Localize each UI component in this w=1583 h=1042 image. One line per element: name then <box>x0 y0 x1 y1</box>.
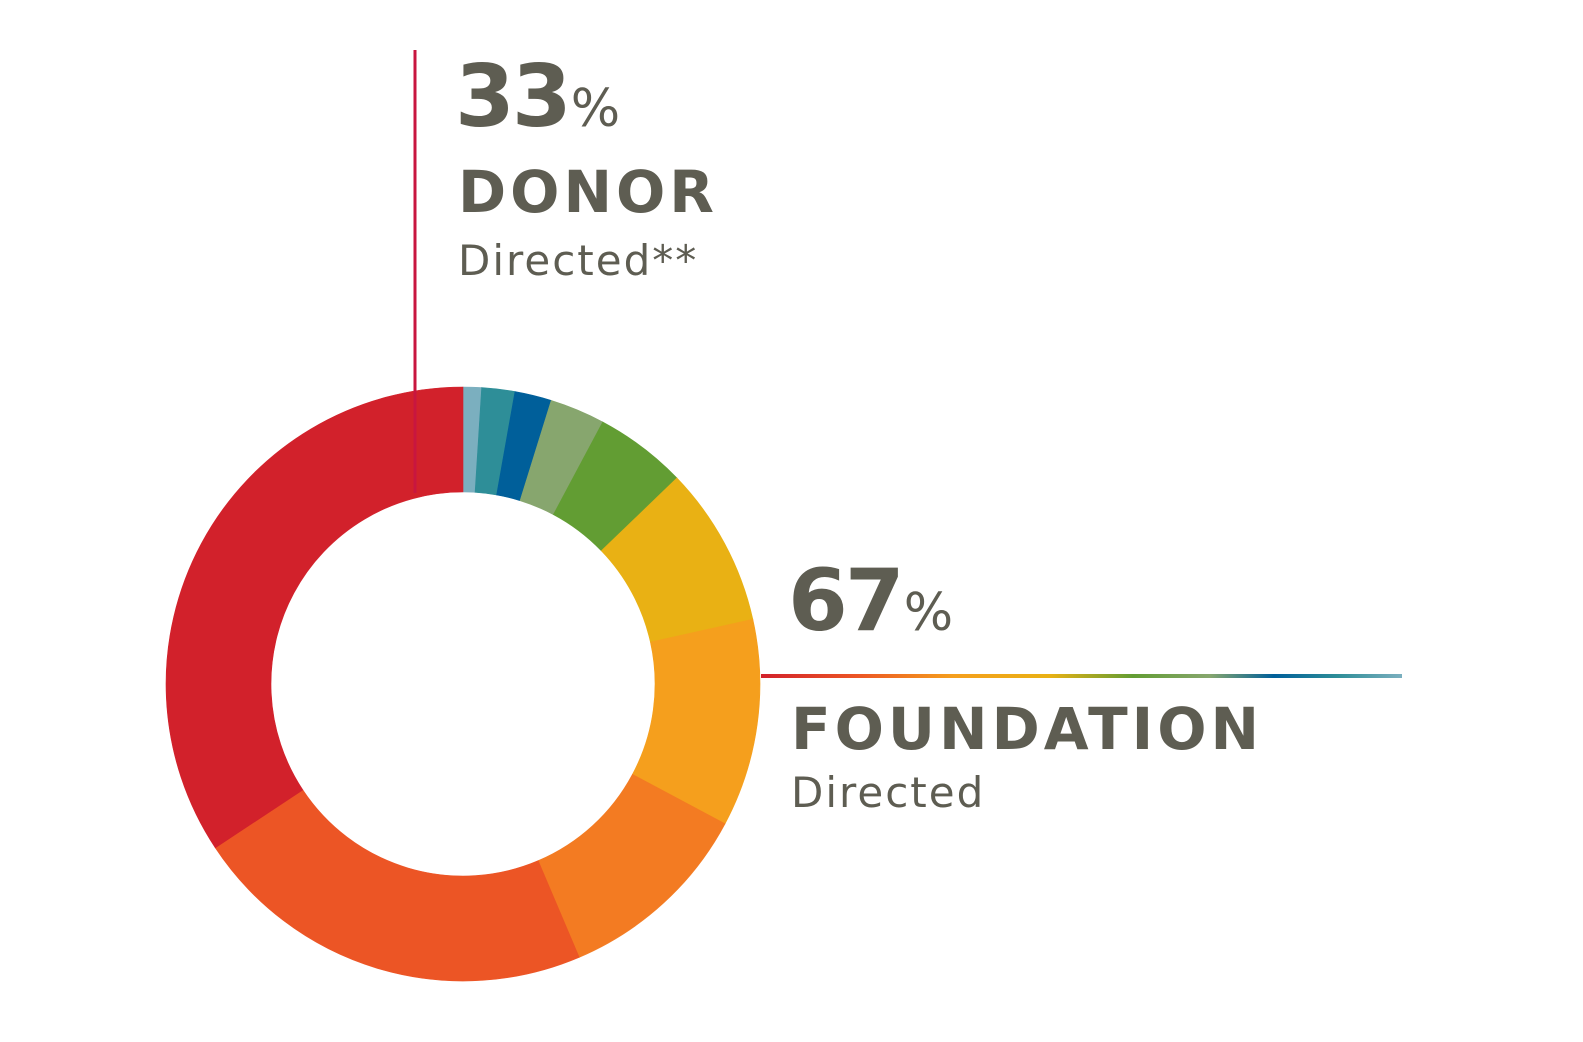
foundation-percent-sign: % <box>903 583 954 643</box>
donut-slice-9 <box>214 789 580 982</box>
foundation-percent: 67% <box>788 558 953 644</box>
donut-slice-10 <box>165 386 464 849</box>
donor-percent: 33% <box>455 54 620 140</box>
donor-title: DONOR <box>458 158 718 226</box>
donor-percent-sign: % <box>570 79 621 139</box>
donor-percent-value: 33 <box>455 47 572 147</box>
foundation-percent-value: 67 <box>788 551 905 651</box>
foundation-subtitle: Directed <box>791 768 986 817</box>
foundation-leader-line <box>761 674 1402 678</box>
foundation-title: FOUNDATION <box>791 695 1264 763</box>
donor-subtitle: Directed** <box>458 236 699 285</box>
